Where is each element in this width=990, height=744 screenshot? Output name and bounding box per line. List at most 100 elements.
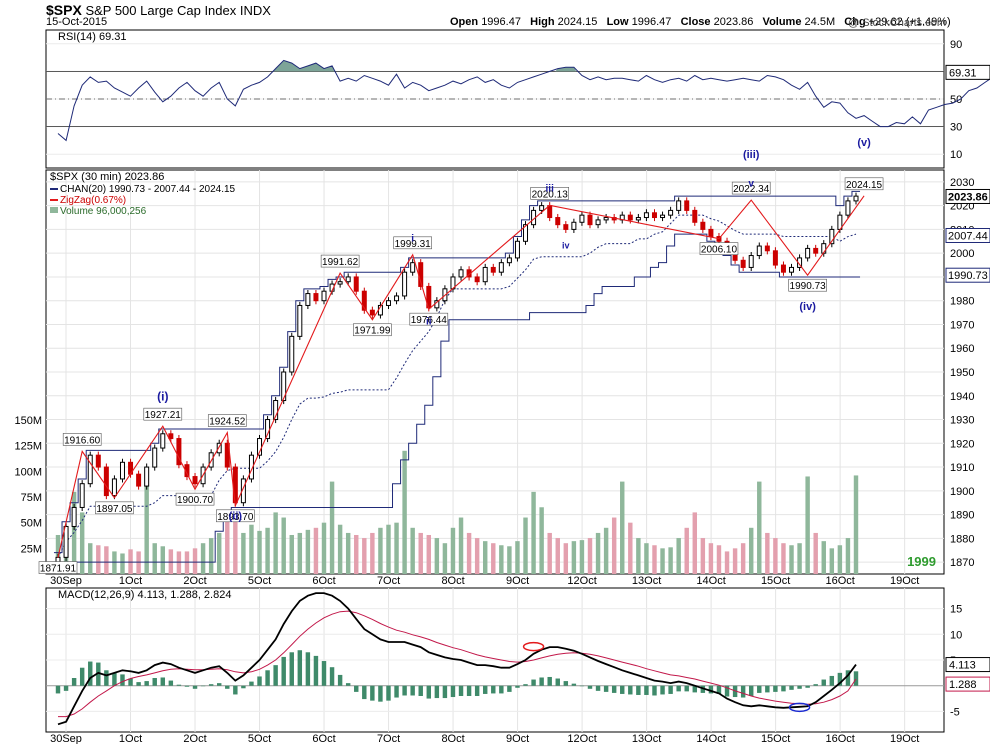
macd-histogram-bar bbox=[684, 685, 689, 692]
price-candle-body bbox=[756, 245, 762, 257]
chg-label: Chg bbox=[844, 16, 866, 28]
volume-bar bbox=[362, 538, 367, 574]
volume-bar bbox=[748, 527, 754, 574]
rsi-y-tick-label: 10 bbox=[950, 149, 962, 161]
price-candle-body bbox=[144, 466, 150, 487]
price-candle-body bbox=[829, 228, 835, 245]
volume-bar bbox=[595, 532, 601, 574]
elliott-wave-label: (iii) bbox=[743, 149, 760, 161]
macd-histogram-bar bbox=[241, 685, 246, 689]
volume-bar bbox=[789, 545, 794, 574]
price-candle-body bbox=[474, 276, 480, 283]
price-candle-body bbox=[482, 266, 488, 283]
zigzag-label-box bbox=[409, 312, 449, 326]
volume-bar bbox=[426, 534, 432, 574]
macd-histogram-bar bbox=[257, 676, 262, 686]
volume-bar bbox=[378, 527, 383, 574]
price-candle-body bbox=[547, 205, 553, 219]
price-x-tick-label: 12Oct bbox=[567, 575, 596, 587]
zigzag-label: 1900.70 bbox=[177, 495, 214, 506]
macd-histogram-bar bbox=[273, 665, 278, 686]
volume-bar bbox=[797, 543, 802, 574]
volume-bar bbox=[337, 524, 343, 574]
macd-x-tick-label: 9Oct bbox=[506, 733, 529, 744]
volume-bar bbox=[579, 540, 585, 574]
price-candle-body bbox=[700, 221, 706, 230]
macd-histogram-bar bbox=[531, 679, 536, 686]
price-candle-body bbox=[805, 247, 811, 259]
rsi-value-label: 69.31 bbox=[949, 67, 977, 79]
open-value: 1996.47 bbox=[481, 16, 521, 28]
price-tag-label: 2007.44 bbox=[948, 230, 988, 242]
price-candle-body bbox=[79, 483, 85, 508]
macd-x-tick-label: 30Sep bbox=[50, 733, 82, 744]
price-tag-box bbox=[945, 227, 990, 243]
macd-histogram-bar bbox=[418, 685, 423, 696]
price-candle-body bbox=[289, 335, 295, 373]
zigzag-label-box bbox=[175, 492, 215, 506]
macd-histogram-bar bbox=[797, 685, 802, 689]
price-candle-body bbox=[297, 304, 303, 337]
zigzag-label: 1924.52 bbox=[209, 417, 246, 428]
macd-histogram-bar bbox=[853, 671, 859, 686]
volume-bar bbox=[79, 512, 85, 574]
volume-bar bbox=[281, 517, 286, 574]
price-candle-body bbox=[813, 247, 819, 254]
price-y-tick-label: 1930 bbox=[950, 415, 974, 427]
volume-bar bbox=[96, 545, 101, 574]
symbol-ticker: $SPX bbox=[46, 2, 82, 18]
volume-bar bbox=[708, 543, 714, 574]
zigzag-label-box bbox=[788, 278, 827, 292]
zigzag-label: 1999.31 bbox=[395, 239, 432, 250]
macd-histogram-bar bbox=[192, 685, 198, 689]
macd-histogram-bar bbox=[394, 685, 399, 698]
macd-histogram-bar bbox=[410, 685, 415, 696]
zigzag-label: 2024.15 bbox=[846, 180, 883, 191]
macd-histogram-bar bbox=[740, 685, 746, 698]
macd-histogram-bar bbox=[620, 685, 625, 694]
volume-bar bbox=[628, 522, 633, 574]
macd-histogram-bar bbox=[724, 685, 730, 697]
price-x-tick-label: 13Oct bbox=[632, 575, 661, 587]
macd-histogram-bar bbox=[313, 655, 319, 686]
price-corner-label: 1999 bbox=[907, 554, 936, 569]
volume-bar bbox=[805, 476, 810, 574]
zigzag-label-box bbox=[530, 187, 569, 200]
macd-histogram-bar bbox=[708, 685, 714, 694]
macd-histogram-bar bbox=[176, 684, 182, 686]
volume-bar bbox=[821, 541, 826, 574]
volume-label: Volume bbox=[762, 16, 802, 28]
price-candle-body bbox=[603, 217, 609, 221]
zigzag-label-box bbox=[95, 501, 134, 515]
price-candle-body bbox=[111, 478, 117, 497]
price-x-tick-label: 15Oct bbox=[761, 575, 790, 587]
price-candle-body bbox=[273, 400, 279, 421]
macd-histogram-bar bbox=[128, 678, 133, 686]
volume-bar bbox=[845, 538, 851, 574]
price-candle-body bbox=[95, 454, 101, 468]
volume-bar bbox=[402, 450, 407, 574]
volume-bar bbox=[603, 527, 609, 574]
volume-bar bbox=[620, 481, 625, 574]
volume-bar bbox=[781, 543, 786, 574]
elliott-wave-label: ii bbox=[426, 316, 432, 327]
volume-bar bbox=[555, 538, 560, 574]
volume-bar bbox=[434, 538, 440, 574]
volume-bar bbox=[354, 534, 359, 574]
volume-bar bbox=[418, 532, 423, 574]
price-candle-body bbox=[281, 371, 287, 402]
volume-bar bbox=[442, 543, 448, 574]
volume-bar bbox=[813, 532, 818, 574]
volume-y-tick-label: 25M bbox=[21, 543, 42, 555]
macd-y-tick-label: 10 bbox=[950, 629, 962, 641]
macd-histogram-bar bbox=[845, 670, 851, 686]
volume-bar bbox=[321, 522, 327, 574]
macd-histogram-bar bbox=[402, 685, 407, 696]
price-candle-body bbox=[176, 438, 182, 466]
macd-signal-line bbox=[58, 610, 857, 718]
close-label: Close bbox=[680, 16, 711, 28]
price-candle-body bbox=[103, 466, 109, 497]
macd-x-tick-label: 19Oct bbox=[890, 733, 919, 744]
volume-bar bbox=[329, 481, 335, 574]
volume-y-tick-label: 125M bbox=[14, 441, 42, 453]
